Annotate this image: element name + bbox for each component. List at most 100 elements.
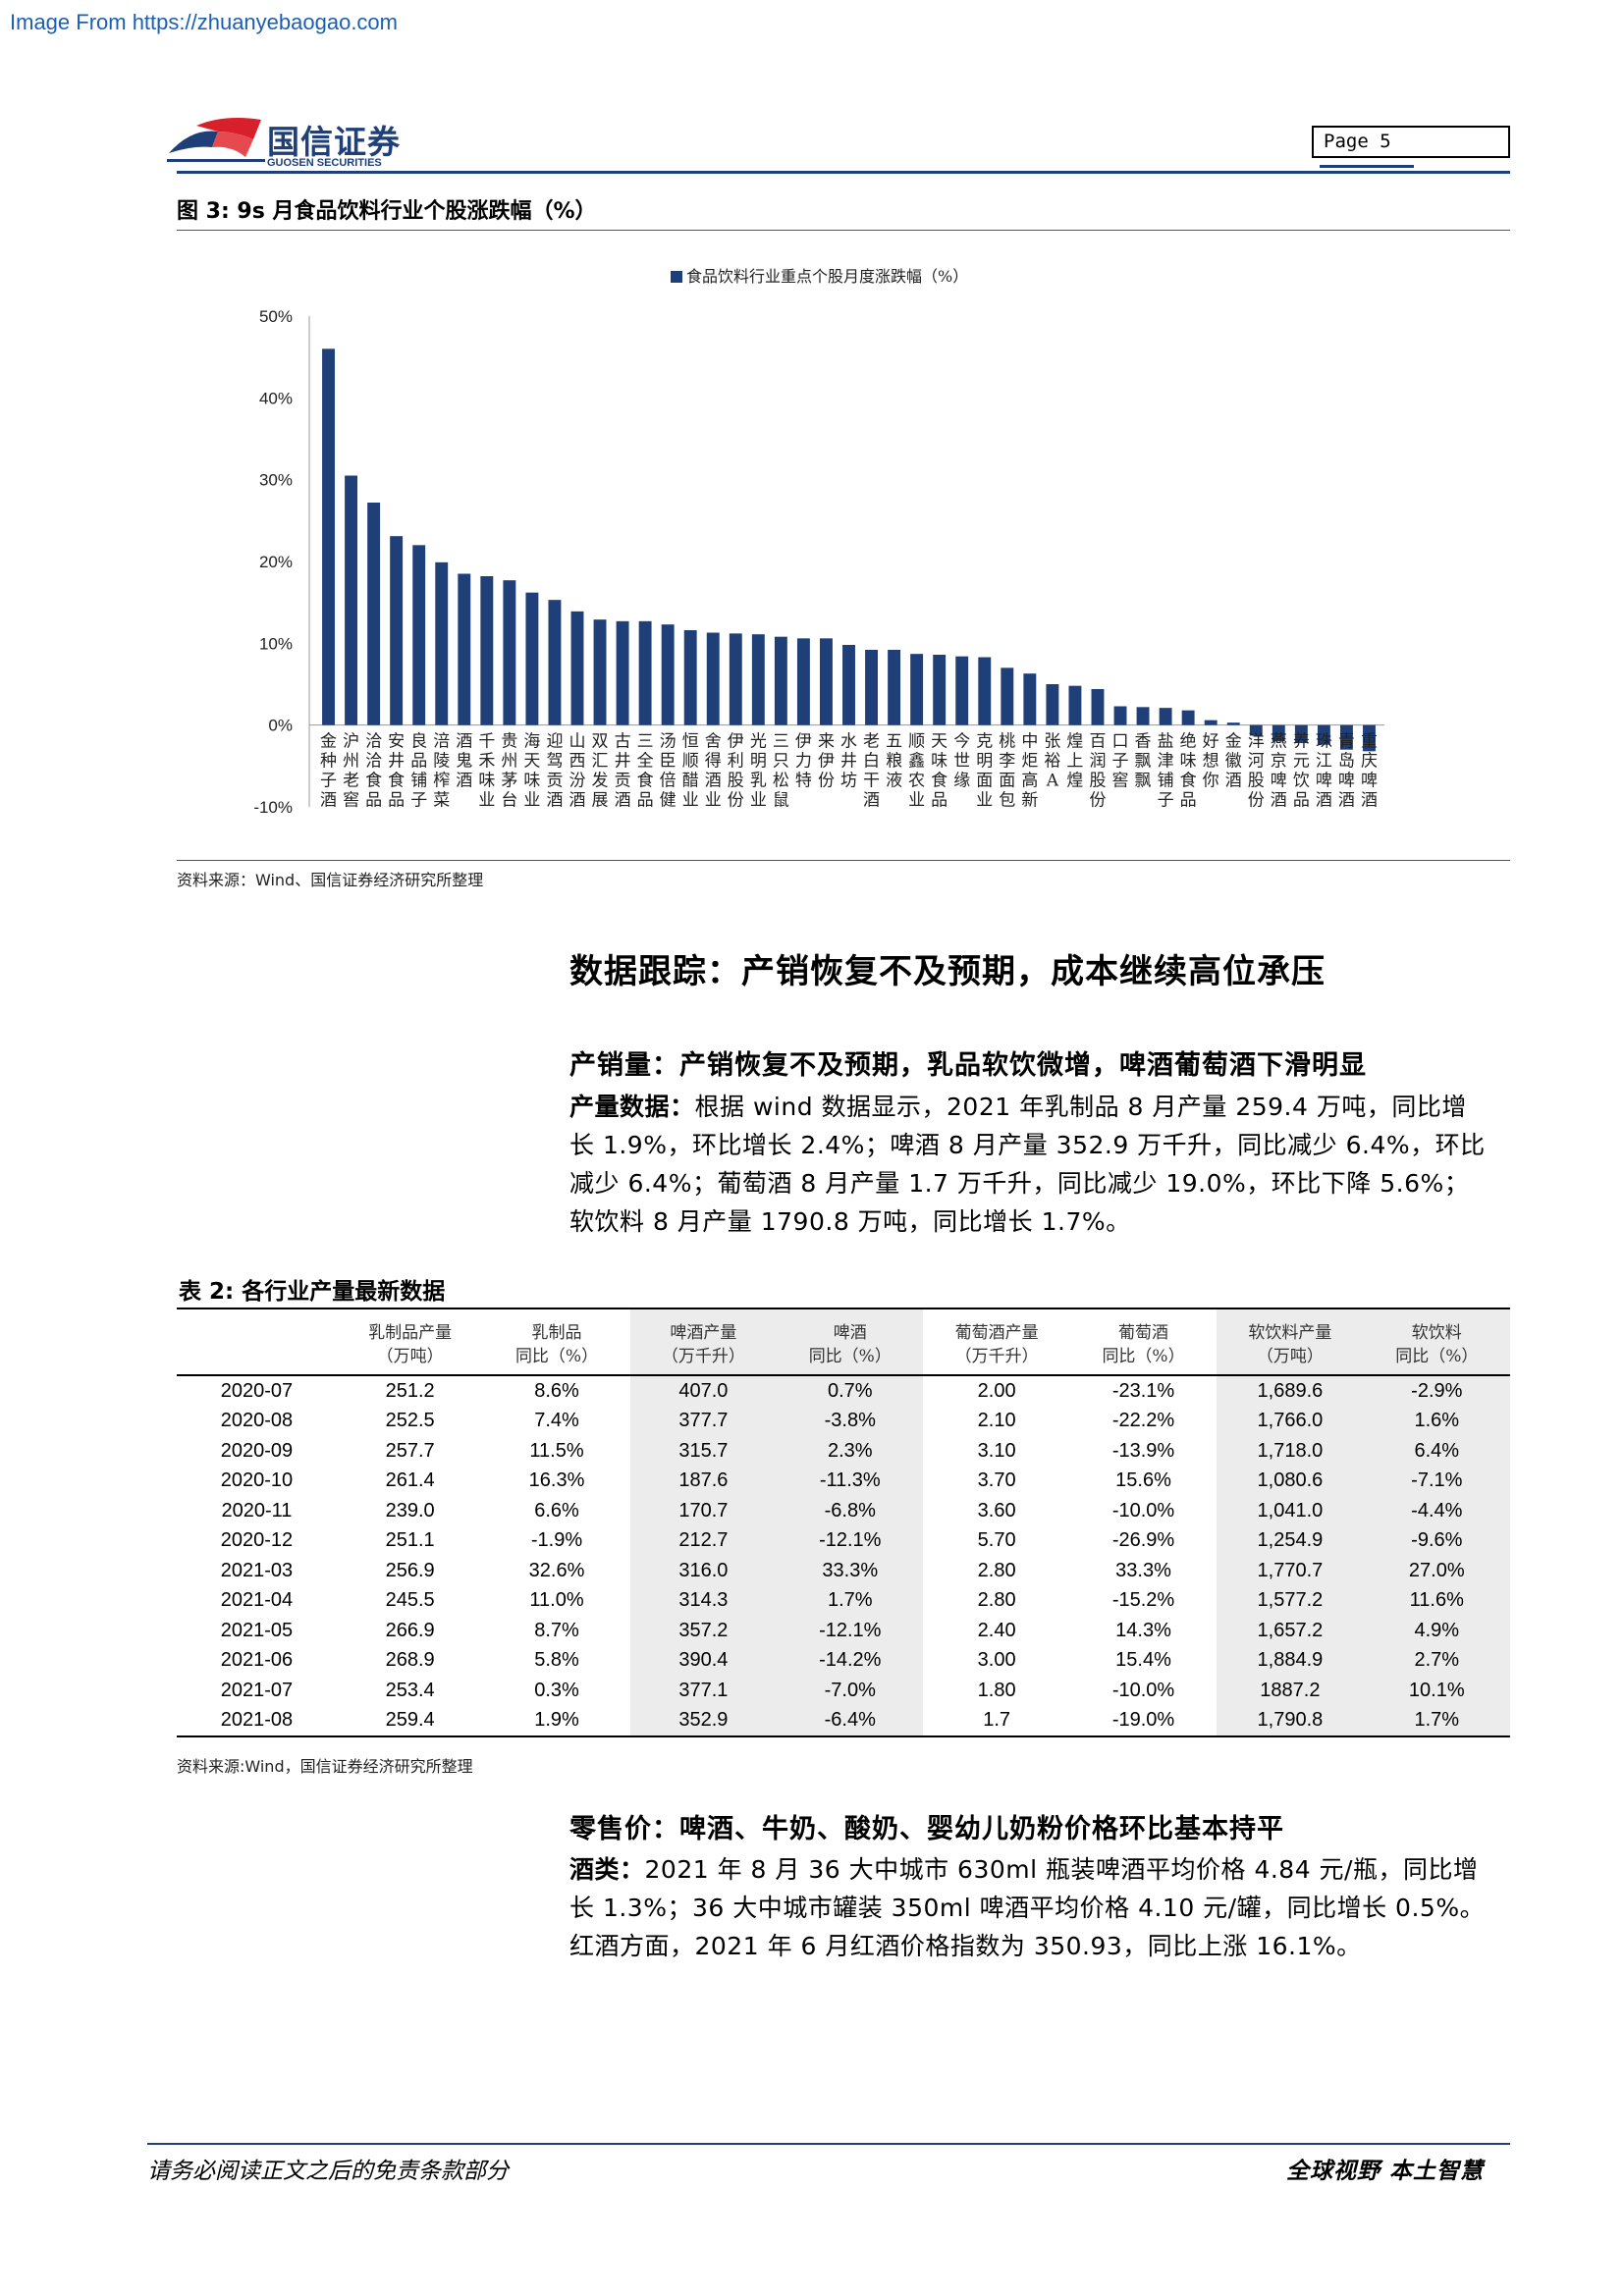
- table-cell: 14.3%: [1115, 1619, 1171, 1641]
- table-cell: 8.6%: [534, 1379, 579, 1402]
- bar: [774, 636, 787, 725]
- table-cell: 2.40: [977, 1619, 1016, 1641]
- page-underline: [1320, 165, 1414, 168]
- table-cell: 15.4%: [1115, 1649, 1171, 1672]
- category-label: 洋河股份: [1248, 732, 1265, 811]
- paragraph-line: 减少 6.4%；葡萄酒 8 月产量 1.7 万千升，同比减少 19.0%，环比下…: [569, 1169, 1470, 1198]
- bar: [1339, 724, 1353, 750]
- table-cell: 1,790.8: [1217, 1705, 1364, 1737]
- table-cell: 266.9: [385, 1619, 435, 1641]
- paragraph-line: 2021 年 8 月 36 大中城市 630ml 瓶装啤酒平均价格 4.84 元…: [644, 1855, 1479, 1884]
- table-cell: 170.7: [629, 1496, 778, 1526]
- table-row: 2020-10 261.4 16.3% 187.6 -11.3% 3.70 15.6% 1,0…: [177, 1466, 1510, 1496]
- table-cell: 377.7: [629, 1406, 778, 1436]
- bar: [751, 634, 765, 725]
- table-cell: -11.3%: [777, 1466, 924, 1496]
- table-header-cell: 葡萄酒产量 （万千升）: [923, 1308, 1070, 1376]
- table-cell: 11.5%: [529, 1439, 584, 1462]
- table-cell: 33.3%: [1115, 1559, 1171, 1581]
- table-cell: 7.4%: [534, 1410, 579, 1432]
- table-cell: 407.0: [629, 1375, 778, 1407]
- table-cell: 2020-09: [220, 1439, 294, 1462]
- category-label: 古井贡酒: [615, 732, 631, 811]
- table-cell: -26.9%: [1111, 1529, 1175, 1552]
- table-cell: 239.0: [385, 1499, 435, 1522]
- category-label: 洽洽食品: [365, 732, 382, 811]
- category-label: 舍得酒业: [705, 732, 722, 811]
- table-cell: 5.70: [977, 1529, 1016, 1552]
- bar: [638, 620, 652, 725]
- table-cell: -9.6%: [1363, 1525, 1510, 1556]
- table-source: 资料来源:Wind，国信证券经济研究所整理: [177, 1757, 473, 1776]
- category-label: 千禾味业: [478, 732, 495, 811]
- category-label: 汤臣倍健: [660, 732, 677, 811]
- category-label: 金徽酒: [1225, 732, 1242, 791]
- category-label: 珠江啤酒: [1316, 732, 1332, 811]
- bar: [1317, 724, 1330, 745]
- figure-source: 资料来源：Wind、国信证券经济研究所整理: [177, 871, 484, 889]
- table-cell: 212.7: [629, 1525, 778, 1556]
- table-cell: 4.9%: [1363, 1616, 1510, 1646]
- table-cell: 1.7%: [1363, 1705, 1510, 1737]
- category-label: 青岛啤酒: [1338, 732, 1355, 811]
- table-cell: -12.1%: [777, 1616, 924, 1646]
- category-label: 迎驾贡酒: [546, 732, 563, 811]
- bar: [820, 638, 833, 725]
- table-cell: -10.0%: [1111, 1679, 1175, 1701]
- table-cell: 1.7%: [777, 1585, 924, 1616]
- table-header-cell: 软饮料产量 （万吨）: [1217, 1308, 1364, 1376]
- table-cell: 0.7%: [777, 1375, 924, 1407]
- category-label: 五粮液: [886, 732, 902, 791]
- paragraph-retail-label: 酒类：: [569, 1855, 645, 1884]
- section-title: 数据跟踪：产销恢复不及预期，成本继续高位承压: [569, 952, 1326, 991]
- table-cell: 187.6: [629, 1466, 778, 1496]
- table-cell: -15.2%: [1111, 1589, 1175, 1612]
- table-cell: 5.8%: [534, 1649, 579, 1672]
- table-cell: 253.4: [385, 1679, 435, 1701]
- table-header-cell: 软饮料 同比（%）: [1363, 1308, 1510, 1376]
- table-cell: 377.1: [629, 1676, 778, 1706]
- category-label: 三全食品: [637, 732, 654, 811]
- table-row: 2021-05 266.9 8.7% 357.2 -12.1% 2.40 14.3% 1,65…: [177, 1616, 1510, 1646]
- table-header-cell: [177, 1308, 337, 1376]
- bar: [1136, 707, 1150, 725]
- bar: [435, 561, 449, 725]
- table-row: 2020-12 251.1 -1.9% 212.7 -12.1% 5.70 -26.9% 1,…: [177, 1525, 1510, 1556]
- table-row: 2020-07 251.2 8.6% 407.0 0.7% 2.00 -23.1% 1,689…: [177, 1375, 1510, 1407]
- header-rule: [177, 171, 1510, 174]
- category-label: 恒顺醋业: [682, 732, 699, 811]
- figure-title-rule: [177, 230, 1510, 231]
- table-cell: 261.4: [385, 1469, 435, 1492]
- table-cell: 268.9: [385, 1649, 435, 1672]
- category-label: 今世缘: [953, 732, 970, 791]
- chart-bars: [322, 348, 1376, 752]
- table-cell: -14.2%: [777, 1645, 924, 1676]
- table-cell: 1,689.6: [1217, 1375, 1364, 1407]
- bar: [1068, 685, 1082, 725]
- table-cell: 259.4: [336, 1705, 484, 1737]
- bar: [729, 633, 742, 725]
- table-cell: 2021-07: [220, 1679, 294, 1701]
- chart-legend: 食品饮料行业重点个股月度涨跌幅（%）: [671, 267, 968, 286]
- logo-name-cn: 国信证券: [267, 123, 401, 161]
- table-row: 2020-08 252.5 7.4% 377.7 -3.8% 2.10 -22.2% 1,76…: [177, 1406, 1510, 1436]
- footer-slogan: 全球视野 本土智慧: [1286, 2158, 1485, 2184]
- table-cell: -3.8%: [777, 1406, 924, 1436]
- table-cell: 11.0%: [529, 1589, 584, 1612]
- bar: [1204, 720, 1218, 725]
- table-cell: -12.1%: [777, 1525, 924, 1556]
- category-label: 百润股份: [1089, 732, 1106, 811]
- category-label: 顺鑫农业: [908, 732, 925, 811]
- table-row: 2021-07 253.4 0.3% 377.1 -7.0% 1.80 -10.0% 1887…: [177, 1676, 1510, 1706]
- paragraph-line: 红酒方面，2021 年 6 月红酒价格指数为 350.93，同比上涨 16.1%…: [569, 1932, 1362, 1960]
- table-cell: -10.0%: [1111, 1499, 1175, 1522]
- paragraph-line: 软饮料 8 月产量 1790.8 万吨，同比增长 1.7%。: [569, 1207, 1131, 1236]
- bar: [1113, 706, 1127, 725]
- bar: [888, 650, 901, 725]
- watermark-text: Image From https://zhuanyebaogao.com: [10, 10, 398, 34]
- table-header-cell: 乳制品产量 （万吨）: [336, 1308, 484, 1376]
- category-label: 中炬高新: [1021, 732, 1038, 811]
- table-cell: 2021-05: [220, 1619, 294, 1641]
- table-cell: 0.3%: [534, 1679, 579, 1701]
- figure-bottom-rule: [177, 860, 1510, 861]
